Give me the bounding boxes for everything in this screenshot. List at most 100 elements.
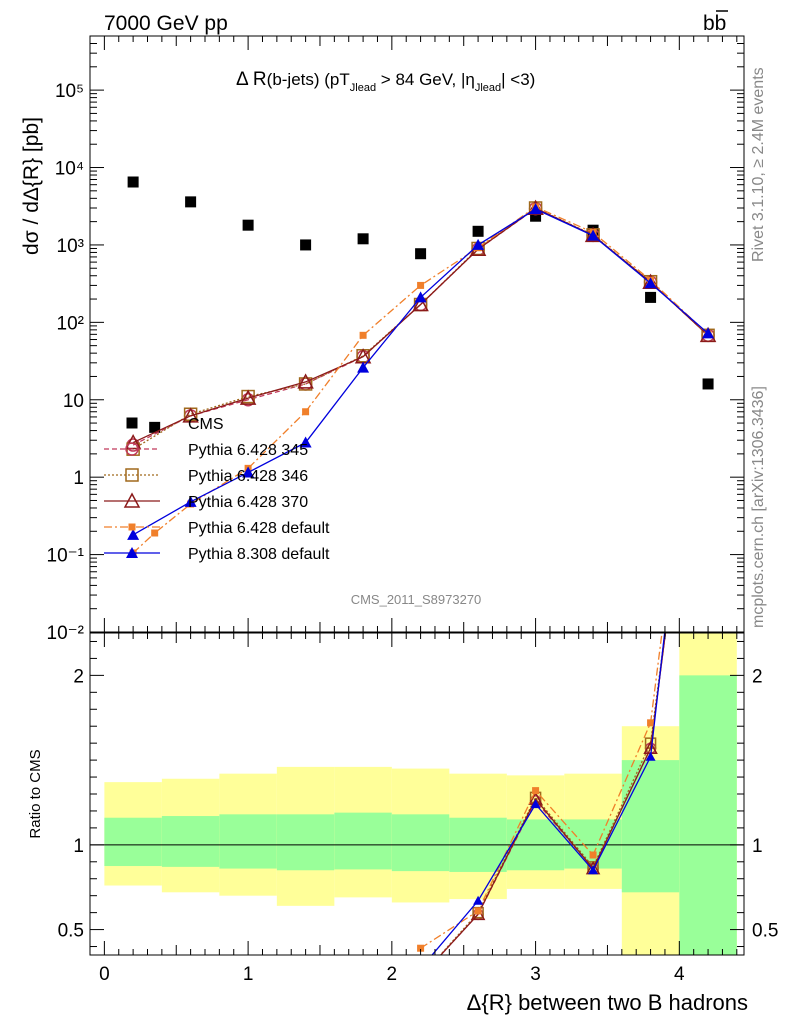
- ratio-axis-ticks: 0.5 0.5 1 1 2 2 0 1 2 3 4: [58, 633, 778, 985]
- ratio-y-tick-label: 2: [73, 666, 84, 687]
- y-tick-label: 10: [63, 391, 84, 412]
- rivet-label: Rivet 3.1.10, ≥ 2.4M events: [750, 67, 767, 262]
- x-tick-label: 2: [387, 964, 398, 985]
- series-pythia-6-428-345: [126, 201, 715, 452]
- title-part-3: | <3): [501, 70, 535, 89]
- header-energy: 7000 GeV pp: [104, 12, 228, 35]
- ratio-y-axis-label: Ratio to CMS: [27, 749, 44, 838]
- legend-label: CMS: [188, 416, 224, 433]
- title-part-1: (b-jets) (pT: [267, 70, 350, 89]
- ratio-point: [474, 907, 482, 915]
- data-point: [151, 529, 159, 537]
- x-axis-label: Δ{R} between two B hadrons: [467, 990, 748, 1015]
- data-point: [299, 436, 312, 448]
- ratio-line: [420, 633, 663, 949]
- inner-band: [621, 760, 680, 893]
- ratio-series-group: [417, 633, 667, 955]
- data-point: [242, 219, 254, 231]
- x-tick-label: 3: [530, 964, 541, 985]
- y-tick-label: 10⁴: [55, 159, 84, 180]
- main-plot-frame: [89, 35, 745, 633]
- data-point: [412, 295, 429, 312]
- y-tick-label: 10²: [57, 313, 84, 334]
- ratio-series-pythia-6-428-default: [417, 633, 663, 952]
- data-point: [472, 225, 484, 237]
- data-point: [417, 281, 425, 289]
- series-line: [132, 206, 709, 554]
- inner-band: [391, 814, 450, 872]
- legend-label: Pythia 8.308 default: [188, 546, 330, 563]
- mcplots-label: mcplots.cern.ch [arXiv:1306.3436]: [750, 386, 767, 628]
- data-point: [297, 373, 314, 389]
- data-point: [702, 378, 714, 390]
- series-line: [132, 207, 709, 444]
- main-series-group: [124, 176, 717, 557]
- x-tick-label: 1: [243, 964, 254, 985]
- series-line: [132, 207, 709, 450]
- y-tick-label: 10³: [57, 236, 84, 257]
- plot-title: Δ R(b-jets) (pTJlead > 84 GeV, |ηJlead| …: [236, 69, 535, 94]
- ratio-y-tick-label-right: 0.5: [752, 921, 778, 942]
- ratio-line: [431, 633, 666, 955]
- ratio-point: [647, 719, 655, 727]
- y-tick-label: 10⁵: [55, 81, 84, 102]
- legend: CMS Pythia 6.428 345 Pythia 6.428 346 Pythi…: [104, 416, 330, 563]
- ratio-y-tick-label-right: 1: [752, 836, 763, 857]
- inner-band: [161, 816, 220, 867]
- header-process: bb: [703, 12, 726, 35]
- series-line: [132, 207, 709, 446]
- title-sub-jlead-1: Jlead: [350, 82, 376, 94]
- ratio-y-tick-label-right: 2: [752, 666, 763, 687]
- data-point: [529, 203, 542, 215]
- inner-band: [219, 814, 277, 869]
- data-point: [530, 210, 542, 222]
- data-point: [415, 248, 427, 260]
- ratio-y-tick-label: 1: [73, 836, 84, 857]
- legend-marker: [128, 523, 136, 531]
- ratio-point: [588, 865, 599, 875]
- ratio-line: [439, 633, 666, 955]
- ratio-series-pythia-8-308-default: [431, 633, 666, 955]
- legend-marker: [126, 417, 138, 429]
- data-point: [302, 408, 310, 416]
- ratio-point: [473, 895, 484, 905]
- ratio-series-clipped: [417, 633, 667, 955]
- data-point: [359, 331, 367, 339]
- data-point: [124, 433, 142, 450]
- x-tick-label: 0: [99, 964, 110, 985]
- inner-band: [104, 817, 162, 867]
- analysis-watermark: CMS_2011_S8973270: [351, 592, 482, 607]
- data-point: [127, 528, 140, 540]
- data-point: [645, 291, 657, 303]
- data-point: [185, 196, 197, 208]
- legend-marker: [123, 492, 141, 508]
- data-point: [184, 495, 197, 507]
- ratio-plot-panel: 0.5 0.5 1 1 2 2 0 1 2 3 4 Ratio to CMS Δ{R} betwee…: [27, 632, 778, 1015]
- ratio-point: [417, 944, 425, 952]
- data-point: [239, 389, 257, 405]
- legend-label: Pythia 6.428 default: [188, 520, 330, 537]
- data-point: [242, 466, 255, 478]
- ratio-y-tick-label: 0.5: [58, 921, 84, 942]
- ratio-point: [589, 851, 597, 859]
- data-point: [300, 239, 312, 251]
- title-sub-jlead-2: Jlead: [475, 82, 501, 94]
- ratio-point: [530, 799, 541, 809]
- legend-marker: [126, 547, 138, 558]
- data-point: [127, 176, 139, 188]
- y-tick-label: 10⁻²: [47, 623, 85, 644]
- data-point: [702, 327, 715, 339]
- title-delta-r: Δ R: [236, 69, 267, 90]
- ratio-uncertainty-bands: [90, 633, 744, 955]
- series-pythia-8-308-default: [127, 203, 715, 540]
- data-point: [587, 229, 600, 241]
- data-point: [149, 421, 161, 433]
- title-part-2: > 84 GeV, |η: [376, 70, 475, 89]
- legend-label: Pythia 6.428 345: [188, 442, 308, 459]
- ratio-point: [532, 787, 540, 795]
- main-y-axis-label: dσ / dΔ{R} [pb]: [20, 117, 43, 255]
- main-axis-ticks: 10⁻² 10⁻¹ 1 10 10² 10³ 10⁴ 10⁵: [47, 35, 744, 644]
- data-point: [357, 233, 369, 245]
